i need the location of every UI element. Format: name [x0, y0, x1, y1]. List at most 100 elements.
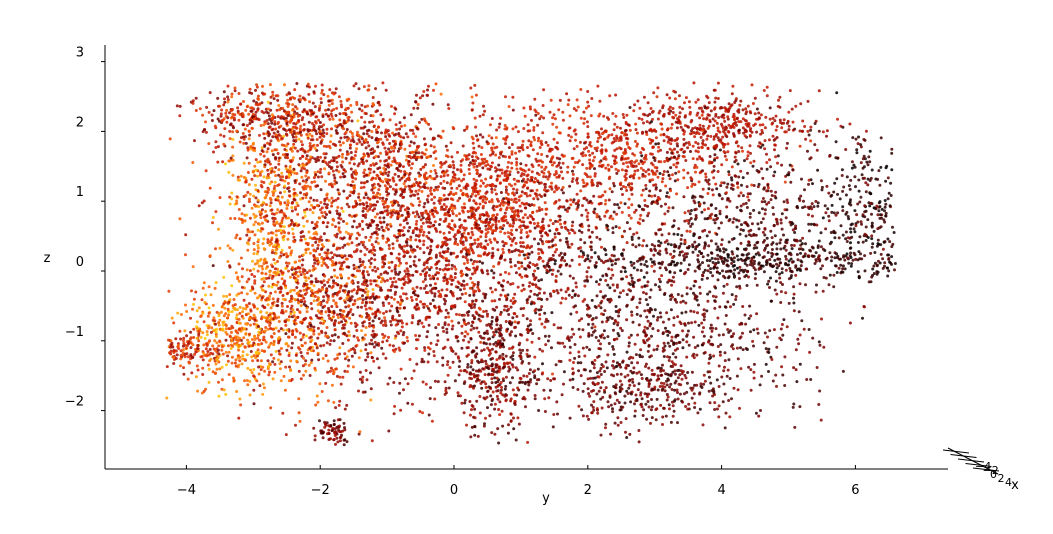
scatter-point [374, 162, 378, 166]
scatter-point [403, 124, 407, 127]
scatter-point [352, 219, 356, 223]
scatter-point [261, 201, 265, 204]
scatter-point [391, 246, 395, 250]
scatter-point [273, 362, 277, 366]
scatter-point [495, 213, 499, 217]
scatter-point [316, 155, 320, 159]
scatter-point [248, 87, 252, 91]
scatter-point [350, 215, 354, 218]
scatter-point [680, 294, 684, 298]
scatter-point [493, 370, 497, 374]
scatter-point [606, 353, 610, 357]
scatter-point [671, 111, 675, 114]
scatter-point [556, 412, 559, 416]
scatter-point [527, 154, 531, 158]
scatter-point [590, 318, 594, 322]
scatter-point [784, 291, 788, 295]
scatter-point [547, 334, 551, 338]
scatter-point [551, 253, 555, 257]
scatter-point [302, 108, 306, 112]
scatter-point [227, 170, 231, 174]
scatter-point [508, 347, 511, 351]
scatter-point [324, 108, 328, 112]
scatter-point [377, 366, 381, 370]
scatter-point [861, 316, 864, 320]
scatter-point [642, 208, 646, 212]
scatter-point [345, 282, 349, 286]
scatter-point [786, 201, 790, 204]
scatter-point [334, 87, 338, 91]
scatter-point [716, 97, 720, 100]
scatter-point [509, 299, 513, 303]
scatter-point [314, 240, 318, 244]
scatter-point [710, 188, 714, 192]
scatter-point [863, 204, 867, 208]
scatter-point [858, 200, 862, 204]
scatter-point [789, 276, 793, 280]
scatter-point [646, 349, 650, 353]
scatter-point [252, 242, 256, 245]
scatter-point [435, 266, 439, 270]
scatter-point [719, 343, 723, 347]
scatter-point [355, 269, 359, 273]
scatter-point [712, 266, 716, 270]
scatter-point [675, 300, 679, 304]
scatter-point [533, 397, 537, 401]
scatter-point [358, 224, 362, 228]
scatter-point [316, 204, 319, 207]
scatter-point [203, 336, 207, 340]
scatter-point [726, 300, 730, 304]
scatter-point [351, 273, 355, 277]
scatter-point [532, 197, 536, 201]
scatter-point [366, 355, 370, 359]
scatter-point [639, 393, 643, 397]
scatter-point [323, 216, 327, 219]
scatter-point [638, 217, 642, 221]
scatter-point [586, 90, 590, 93]
scatter-point [367, 144, 371, 148]
scatter-point [369, 235, 373, 239]
scatter-point [592, 400, 596, 404]
scatter-point [602, 329, 606, 333]
scatter-point [718, 271, 722, 275]
scatter-point [504, 188, 508, 192]
scatter-point [243, 127, 247, 131]
scatter-point [807, 222, 811, 226]
scatter-point [415, 285, 419, 289]
scatter-point [319, 280, 323, 284]
scatter-point [205, 330, 209, 334]
scatter-point [706, 292, 710, 296]
scatter-point [348, 143, 352, 147]
scatter-point [314, 277, 318, 281]
scatter-point [518, 273, 522, 277]
scatter-point [262, 111, 266, 115]
scatter-point [204, 169, 208, 173]
scatter-point [331, 156, 335, 160]
scatter-point [386, 382, 390, 386]
scatter-point [677, 227, 681, 231]
scatter-point [554, 219, 558, 223]
scatter-point [714, 327, 718, 331]
scatter-point [537, 378, 541, 382]
scatter-point [326, 248, 330, 252]
scatter-point [315, 199, 319, 202]
scatter-point [207, 285, 211, 289]
scatter-point [286, 156, 290, 160]
scatter-point [434, 326, 438, 330]
scatter-point [665, 194, 668, 198]
scatter-point [450, 263, 454, 267]
scatter-point [368, 316, 372, 320]
scatter-point [455, 186, 459, 190]
scatter-point [783, 244, 787, 248]
scatter-point [289, 312, 293, 316]
scatter-point [819, 231, 823, 235]
scatter-point [802, 327, 806, 331]
scatter-point [179, 337, 183, 341]
scatter-point [388, 222, 392, 226]
scatter-point [459, 288, 462, 292]
scatter-point [356, 297, 360, 301]
scatter-point [350, 354, 354, 358]
scatter-point [752, 376, 756, 380]
scatter-point [693, 163, 697, 167]
scatter-point [892, 231, 896, 234]
